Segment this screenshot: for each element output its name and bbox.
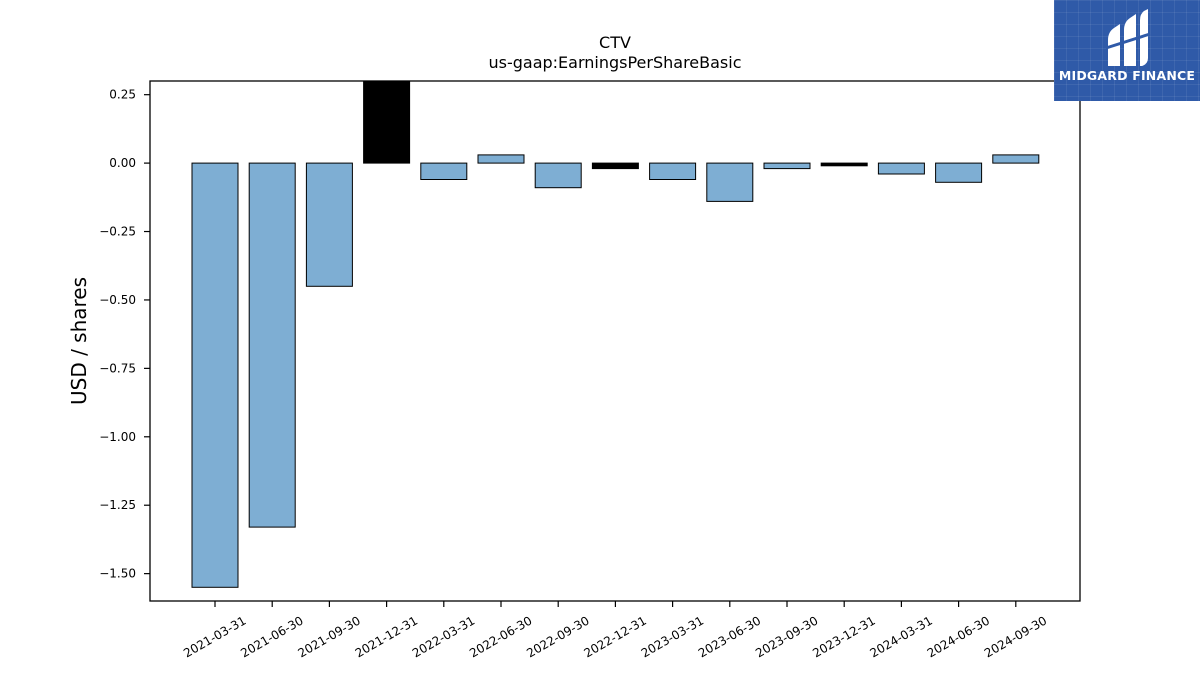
y-tick-label: −0.50 (99, 293, 136, 307)
bar-2021-06-30 (248, 162, 296, 528)
bar-2024-09-30 (992, 154, 1040, 164)
y-axis-label: USD / shares (67, 277, 91, 405)
logo-text: MIDGARD FINANCE (1058, 68, 1196, 83)
x-tick-label: 2022-12-31 (581, 613, 648, 660)
x-tick-label: 2021-12-31 (353, 613, 420, 660)
midgard-logo-icon (1105, 9, 1151, 66)
y-tick-label: 0.00 (109, 156, 136, 170)
midgard-finance-logo: MIDGARD FINANCE (1054, 0, 1200, 101)
bar-2023-06-30 (706, 162, 754, 202)
y-tick-label: −0.75 (99, 361, 136, 375)
bar-2022-12-31 (591, 162, 639, 170)
bar-2021-09-30 (305, 162, 353, 287)
x-tick-label: 2022-09-30 (524, 613, 591, 660)
bar-2022-03-31 (420, 162, 468, 181)
bar-2023-12-31 (820, 162, 868, 167)
chart-title: CTV (599, 33, 631, 52)
x-tick-label: 2024-03-31 (867, 613, 934, 660)
bar-2024-06-30 (935, 162, 983, 183)
x-tick-label: 2023-06-30 (696, 613, 763, 660)
x-tick-label: 2021-06-30 (238, 613, 305, 660)
x-tick-label: 2021-03-31 (181, 613, 248, 660)
bars (191, 80, 1040, 588)
x-tick-label: 2024-06-30 (925, 613, 992, 660)
bar-2021-12-31 (363, 80, 411, 164)
x-tick-label: 2022-06-30 (467, 613, 534, 660)
y-tick-label: −0.25 (99, 225, 136, 239)
chart-subtitle: us-gaap:EarningsPerShareBasic (488, 53, 741, 72)
x-tick-label: 2024-09-30 (982, 613, 1049, 660)
bar-2024-03-31 (877, 162, 925, 175)
plot-frame (149, 80, 1081, 602)
x-tick-label: 2023-03-31 (639, 613, 706, 660)
bar-2022-09-30 (534, 162, 582, 189)
bar-2022-06-30 (477, 154, 525, 164)
x-axis-ticks: 2021-03-312021-06-302021-09-302021-12-31… (181, 601, 1049, 660)
y-tick-label: 0.25 (109, 88, 136, 102)
x-tick-label: 2021-09-30 (295, 613, 362, 660)
x-tick-label: 2023-09-30 (753, 613, 820, 660)
y-tick-label: −1.50 (99, 567, 136, 581)
x-tick-label: 2023-12-31 (810, 613, 877, 660)
bar-2023-03-31 (649, 162, 697, 181)
x-tick-label: 2022-03-31 (410, 613, 477, 660)
y-tick-label: −1.25 (99, 498, 136, 512)
bar-2021-03-31 (191, 162, 239, 588)
bar-2023-09-30 (763, 162, 811, 170)
y-axis-ticks: 0.25 0.00 −0.25 −0.50 −0.75 −1.00 −1.25 −1.50 (99, 88, 150, 581)
y-tick-label: −1.00 (99, 430, 136, 444)
